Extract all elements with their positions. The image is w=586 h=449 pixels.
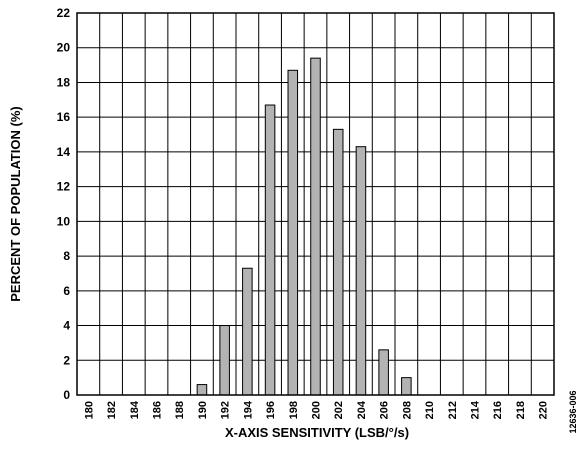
x-tick-label: 190	[197, 401, 209, 419]
x-tick-label: 200	[311, 401, 323, 419]
x-tick-label: 196	[265, 401, 277, 419]
bar-192	[219, 325, 230, 396]
x-tick-label: 182	[106, 401, 118, 419]
x-axis-label: X-AXIS SENSITIVITY (LSB/°/s)	[225, 425, 409, 440]
bar-190	[196, 384, 208, 396]
bar-208	[401, 377, 412, 396]
x-tick-label: 206	[379, 401, 391, 419]
plot-frame	[76, 12, 555, 396]
y-tick-label: 22	[57, 6, 71, 20]
bar-204	[355, 146, 367, 396]
y-tick-label: 16	[57, 110, 71, 124]
x-tick-label: 212	[447, 401, 459, 419]
x-tick-label: 186	[152, 401, 164, 419]
x-tick-label: 204	[356, 400, 368, 419]
y-tick-label: 10	[57, 214, 71, 228]
bars	[196, 57, 412, 396]
bar-200	[310, 57, 321, 396]
x-tick-labels: 180 182 184 186 188 190 192 194 196 198 200 202 204 2…	[83, 400, 549, 419]
x-tick-label: 192	[220, 401, 232, 419]
y-tick-labels: 0 2 4 6 8 10 12 14 16 18 20 22	[57, 6, 71, 402]
bar-206	[378, 349, 389, 396]
y-tick-label: 0	[63, 388, 70, 402]
y-tick-label: 12	[57, 180, 71, 194]
y-tick-label: 2	[63, 353, 70, 367]
x-tick-label: 214	[470, 400, 482, 419]
x-tick-label: 188	[174, 401, 186, 419]
figure-code: 12636-006	[568, 390, 578, 433]
x-tick-label: 180	[83, 401, 95, 419]
x-tick-label: 218	[515, 401, 527, 419]
x-tick-label: 202	[333, 401, 345, 419]
y-axis-label: PERCENT OF POPULATION (%)	[8, 106, 23, 301]
bar-198	[287, 69, 299, 396]
bar-202	[332, 128, 344, 396]
x-tick-label: 198	[288, 401, 300, 419]
bar-194	[242, 267, 253, 396]
y-tick-label: 14	[57, 145, 71, 159]
bar-196	[264, 104, 276, 396]
x-tick-label: 184	[129, 400, 141, 419]
y-tick-label: 18	[57, 75, 71, 89]
y-tick-label: 4	[63, 319, 70, 333]
y-tick-label: 8	[63, 249, 70, 263]
y-tick-label: 6	[63, 284, 70, 298]
x-tick-label: 210	[424, 401, 436, 419]
x-tick-label: 216	[492, 401, 504, 419]
x-tick-label: 220	[538, 401, 550, 419]
x-tick-label: 194	[242, 400, 254, 419]
x-tick-label: 208	[401, 401, 413, 419]
y-tick-label: 20	[57, 41, 71, 55]
